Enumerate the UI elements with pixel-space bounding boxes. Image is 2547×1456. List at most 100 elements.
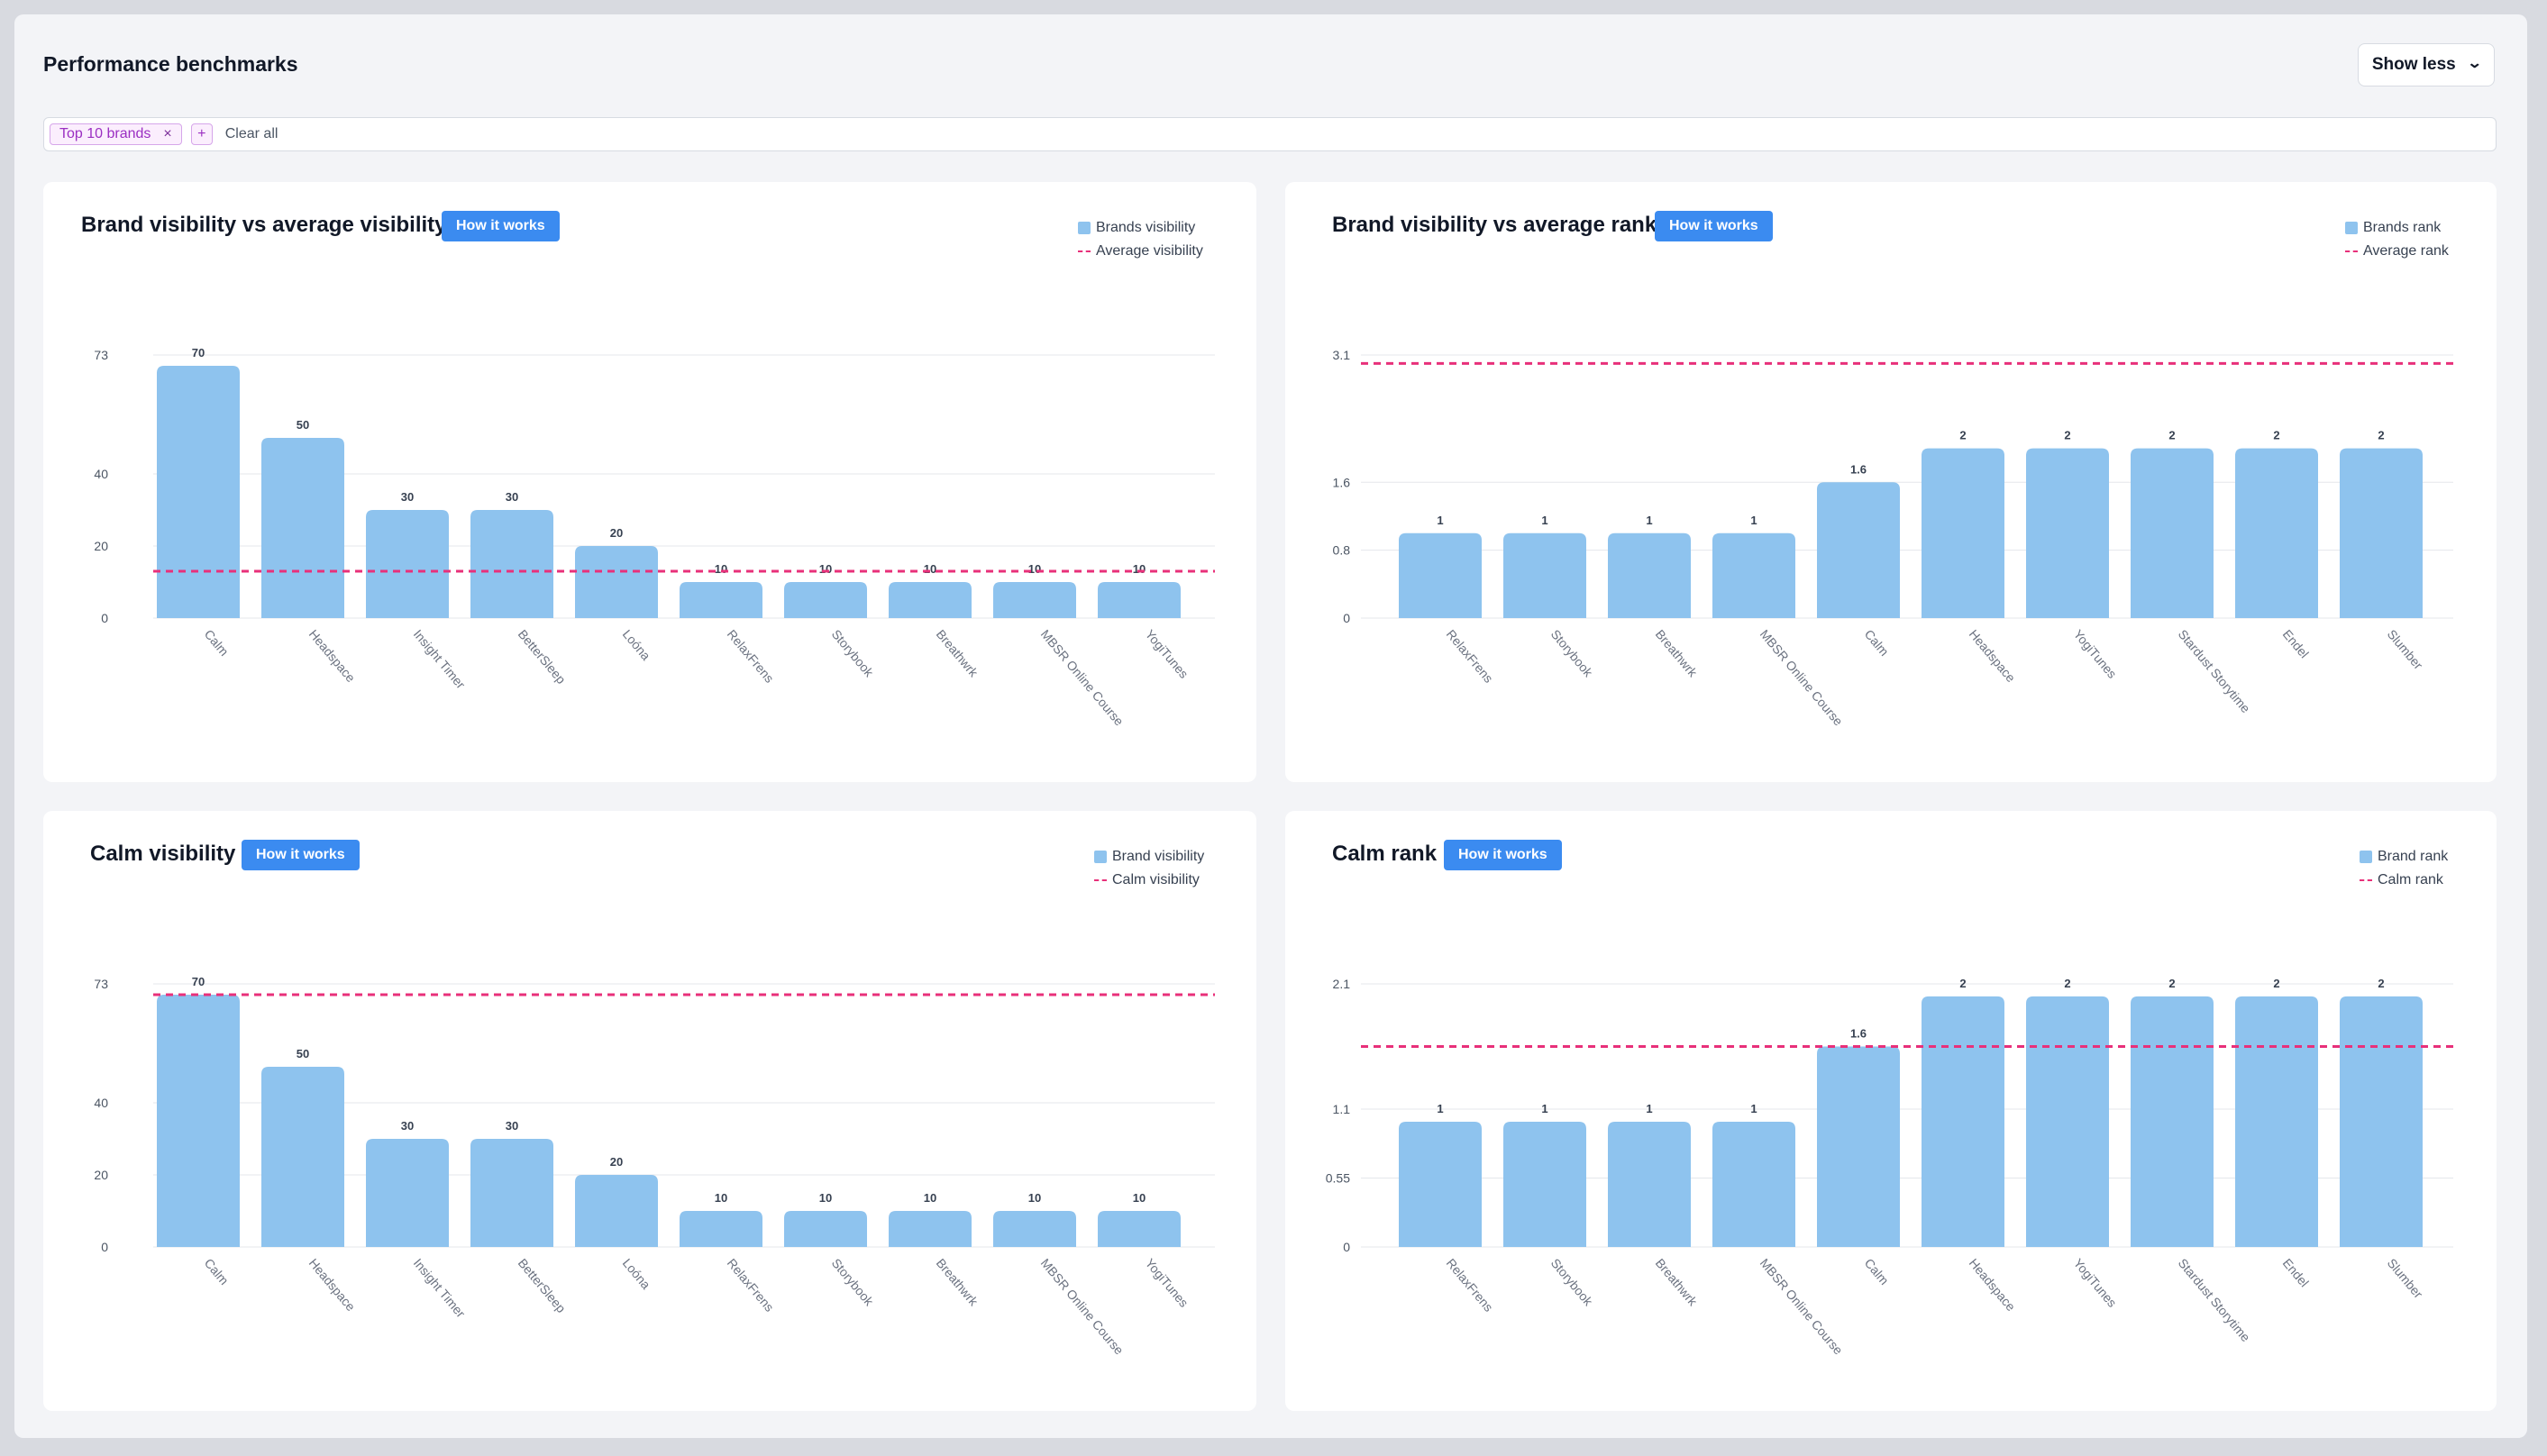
legend-bars-label: Brands visibility: [1096, 220, 1196, 235]
legend-line-label: Calm visibility: [1112, 872, 1200, 887]
y-tick-label: 0: [1343, 1240, 1350, 1254]
chart-legend: Brand visibility Calm visibility: [1094, 845, 1204, 892]
bar: [575, 546, 658, 618]
bar: [1098, 1211, 1181, 1247]
how-it-works-button[interactable]: How it works: [242, 840, 360, 870]
x-tick-label: MBSR Online Course: [1757, 627, 1846, 729]
bar: [157, 366, 240, 618]
legend-bars-label: Brand visibility: [1112, 849, 1205, 864]
x-tick-label: Breathwrk: [1653, 627, 1701, 680]
bar-chart: 0 0.8 1.6 3.1 1 RelaxFrens 1 Storybook 1 Breathwr…: [1333, 348, 2453, 729]
data-label: 10: [715, 1191, 727, 1205]
bar: [2026, 448, 2109, 618]
bar: [2340, 448, 2423, 618]
bar: [1098, 582, 1181, 618]
legend-line-swatch: [1094, 879, 1107, 881]
bar: [784, 1211, 867, 1247]
x-tick-label: Breathwrk: [934, 1256, 981, 1309]
data-label: 2: [2168, 977, 2175, 990]
data-label: 1: [1437, 1102, 1443, 1115]
bar: [2340, 996, 2423, 1247]
x-tick-label: YogiTunes: [1143, 1256, 1191, 1310]
data-label: 1: [1541, 514, 1547, 527]
data-label: 2: [2168, 429, 2175, 442]
x-tick-label: MBSR Online Course: [1038, 627, 1127, 729]
bar: [1712, 1121, 1795, 1247]
legend-line-label: Average visibility: [1096, 243, 1203, 259]
data-label: 10: [1028, 562, 1041, 576]
y-tick-label: 73: [94, 348, 108, 362]
bar: [1608, 532, 1691, 618]
bar: [1503, 532, 1586, 618]
bar: [993, 1211, 1076, 1247]
legend-line-swatch: [1078, 250, 1091, 252]
y-tick-label: 20: [94, 539, 108, 553]
y-tick-label: 20: [94, 1168, 108, 1182]
y-tick-label: 0.8: [1333, 543, 1351, 558]
x-tick-label: Calm: [1862, 627, 1892, 659]
x-tick-label: Storybook: [1548, 627, 1596, 680]
close-icon[interactable]: ×: [163, 126, 172, 141]
y-tick-label: 0: [101, 1240, 108, 1254]
card-title: Calm rank: [1332, 842, 1438, 866]
legend-bar-swatch: [2360, 851, 2372, 863]
bar-chart: 0 20 40 73 70 Calm 50 Headspace 30 Insight Timer 3…: [94, 346, 1215, 729]
bar: [889, 582, 972, 618]
data-label: 1: [1541, 1102, 1547, 1115]
x-tick-label: BetterSleep: [516, 1256, 569, 1315]
bar: [1817, 1046, 1900, 1247]
x-tick-label: Headspace: [306, 1256, 359, 1315]
data-label: 30: [506, 1119, 518, 1133]
x-tick-label: Calm: [202, 1256, 232, 1288]
filter-chip-top-brands[interactable]: Top 10 brands ×: [50, 123, 182, 145]
bar: [261, 1067, 344, 1247]
x-tick-label: BetterSleep: [516, 627, 569, 687]
bar-chart: 0 20 40 73 70 Calm 50 Headspace 30 Insight Timer 3…: [94, 975, 1215, 1358]
x-tick-label: RelaxFrens: [1444, 627, 1496, 686]
card-title: Brand visibility vs average rank: [1332, 213, 1657, 237]
bar: [784, 582, 867, 618]
bar: [2131, 448, 2214, 618]
x-tick-label: Loóna: [620, 627, 653, 663]
data-label: 10: [1028, 1191, 1041, 1205]
legend-line-label: Average rank: [2363, 243, 2449, 259]
data-label: 10: [1133, 562, 1146, 576]
x-tick-label: Slumber: [2385, 627, 2426, 672]
x-tick-label: Headspace: [306, 627, 359, 686]
data-label: 10: [715, 562, 727, 576]
how-it-works-button[interactable]: How it works: [1655, 211, 1773, 241]
bar: [1608, 1121, 1691, 1247]
legend-line-swatch: [2360, 879, 2372, 881]
bar: [261, 438, 344, 618]
add-filter-button[interactable]: +: [190, 123, 213, 145]
clear-all-link[interactable]: Clear all: [224, 126, 278, 141]
legend-bar-swatch: [2345, 222, 2358, 234]
data-label: 1: [1646, 514, 1652, 527]
chart-card-calm-visibility: Calm visibility How it works Brand visib…: [43, 811, 1256, 1411]
filter-chip-label: Top 10 brands: [59, 126, 151, 141]
bar: [2131, 996, 2214, 1247]
data-label: 10: [819, 1191, 832, 1205]
legend-bars-label: Brands rank: [2363, 220, 2442, 235]
how-it-works-button[interactable]: How it works: [442, 211, 560, 241]
bar: [1922, 996, 2004, 1247]
chart-card-brand-rank: Brand visibility vs average rank How it …: [1285, 182, 2497, 782]
card-title: Brand visibility vs average visibility: [81, 213, 447, 237]
data-label: 1.6: [1850, 1027, 1867, 1041]
chart-card-brand-visibility: Brand visibility vs average visibility H…: [43, 182, 1256, 782]
show-less-button[interactable]: Show less ⌄: [2358, 43, 2495, 86]
y-tick-label: 3.1: [1333, 348, 1351, 362]
data-label: 10: [1133, 1191, 1146, 1205]
x-tick-label: MBSR Online Course: [1757, 1256, 1846, 1358]
x-tick-label: YogiTunes: [1143, 627, 1191, 681]
how-it-works-button[interactable]: How it works: [1444, 840, 1562, 870]
x-tick-label: RelaxFrens: [725, 1256, 777, 1315]
bar: [157, 995, 240, 1247]
bar: [680, 1211, 762, 1247]
x-tick-label: Breathwrk: [1653, 1256, 1701, 1309]
data-label: 50: [297, 1047, 309, 1060]
y-tick-label: 0.55: [1326, 1171, 1350, 1186]
bar: [889, 1211, 972, 1247]
x-tick-label: YogiTunes: [2071, 627, 2120, 681]
card-title: Calm visibility: [90, 842, 236, 866]
